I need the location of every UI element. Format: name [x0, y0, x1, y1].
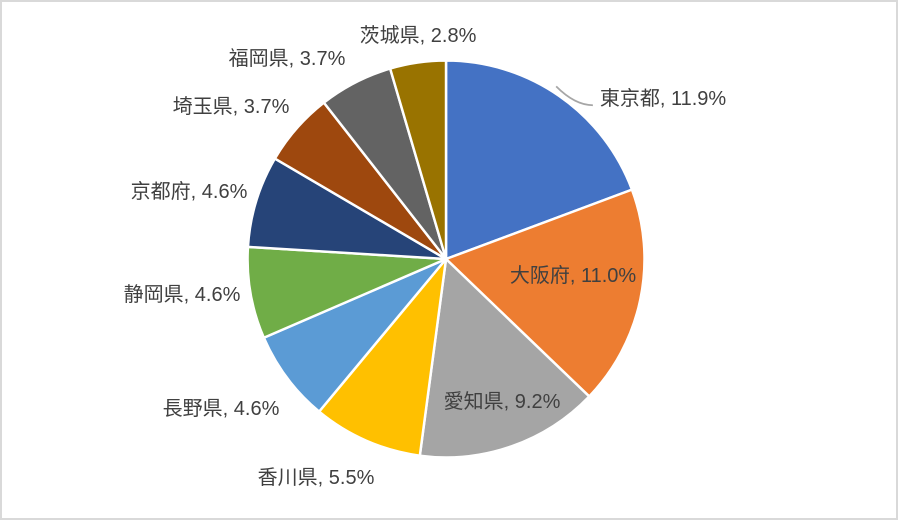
pie-slice-kagawa: [317, 257, 448, 457]
leader-line-tokyo: [555, 85, 593, 107]
pie-slice-ibaraki: [388, 59, 448, 261]
pie-slice-aichi: [418, 257, 591, 459]
pie-slice-tokyo: [444, 59, 634, 261]
pie-slice-osaka: [444, 188, 646, 398]
